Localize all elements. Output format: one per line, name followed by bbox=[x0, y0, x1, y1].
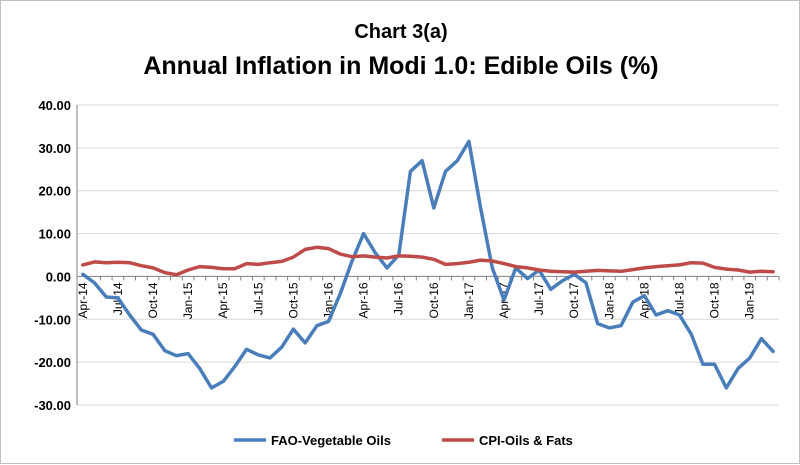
legend: FAO-Vegetable Oils CPI-Oils & Fats bbox=[234, 433, 573, 448]
y-tick-label: 0.00 bbox=[46, 269, 71, 284]
legend-label: CPI-Oils & Fats bbox=[479, 433, 573, 448]
y-tick-label: 20.00 bbox=[38, 184, 71, 199]
series-lines bbox=[81, 139, 775, 390]
x-tick-label: Apr-14 bbox=[76, 282, 90, 318]
axes: 40.00 30.00 20.00 10.00 0.00 -10.00 -20.00 -30.… bbox=[34, 98, 780, 413]
x-tick-label: Oct-16 bbox=[427, 282, 441, 318]
x-tick-label: Oct-17 bbox=[567, 282, 581, 318]
x-tick-label: Jul-16 bbox=[392, 282, 406, 315]
y-tick-label: 30.00 bbox=[38, 141, 71, 156]
x-tick-label: Jul-17 bbox=[532, 282, 546, 315]
x-tick-label: Jul-18 bbox=[673, 282, 687, 315]
x-tick-label: Jul-15 bbox=[251, 282, 265, 315]
x-tick-label: Jan-19 bbox=[743, 282, 757, 319]
x-tick-label: Apr-18 bbox=[637, 282, 651, 318]
x-tick-label: Apr-16 bbox=[357, 282, 371, 318]
x-tick-label: Jan-15 bbox=[181, 282, 195, 319]
x-tick-label: Oct-14 bbox=[146, 282, 160, 318]
y-tick-label: -10.00 bbox=[34, 312, 71, 327]
y-tick-label: -20.00 bbox=[34, 355, 71, 370]
y-tick-label: -30.00 bbox=[34, 398, 71, 413]
series-line-1 bbox=[81, 245, 775, 277]
x-tick-label: Apr-15 bbox=[216, 282, 230, 318]
y-tick-label: 40.00 bbox=[38, 98, 71, 113]
x-tick-label: Jan-18 bbox=[602, 282, 616, 319]
chart-title: Chart 3(a) bbox=[354, 21, 447, 43]
chart-subtitle: Annual Inflation in Modi 1.0: Edible Oil… bbox=[143, 52, 658, 80]
series-line-0 bbox=[81, 139, 775, 390]
x-tick-label: Jan-17 bbox=[462, 282, 476, 319]
x-tick-label: Oct-15 bbox=[286, 282, 300, 318]
legend-label: FAO-Vegetable Oils bbox=[271, 433, 391, 448]
gridlines bbox=[77, 104, 779, 406]
y-tick-label: 10.00 bbox=[38, 227, 71, 242]
x-tick-label: Oct-18 bbox=[708, 282, 722, 318]
